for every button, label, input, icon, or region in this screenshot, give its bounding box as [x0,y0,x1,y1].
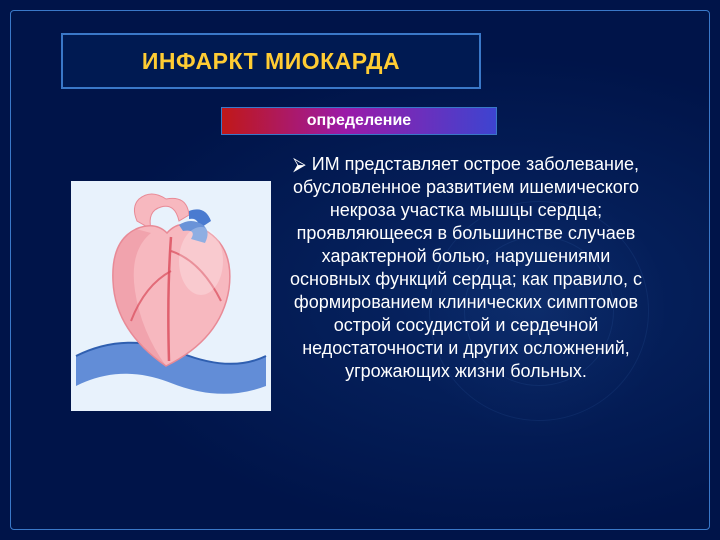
title-box: ИНФАРКТ МИОКАРДА [61,33,481,89]
slide-frame: ИНФАРКТ МИОКАРДА определение [10,10,710,530]
definition-body: ИМ представляет острое заболевание, обус… [290,154,642,381]
heart-illustration [71,181,271,411]
slide-subtitle: определение [307,112,411,130]
subtitle-box: определение [221,107,497,135]
content-area: ⮚ИМ представляет острое заболевание, обу… [71,151,649,499]
bullet-icon: ⮚ [293,154,306,174]
slide-title: ИНФАРКТ МИОКАРДА [142,48,400,75]
